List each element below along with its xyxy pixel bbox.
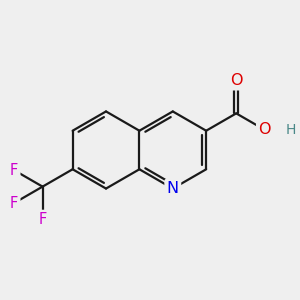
Text: O: O — [230, 73, 242, 88]
Text: F: F — [38, 212, 47, 227]
Text: O: O — [258, 122, 271, 137]
Text: F: F — [10, 196, 18, 211]
Text: H: H — [286, 123, 296, 137]
Text: N: N — [167, 181, 179, 196]
Text: F: F — [10, 163, 18, 178]
